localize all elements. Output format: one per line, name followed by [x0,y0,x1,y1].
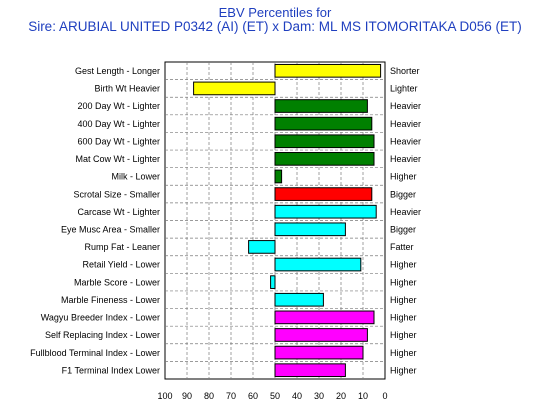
trait-label: 600 Day Wt - Lighter [77,136,160,146]
direction-label: Heavier [390,136,421,146]
direction-label: Higher [390,365,417,375]
x-tick-label: 100 [157,391,172,401]
direction-label: Higher [390,172,417,182]
direction-label: Higher [390,277,417,287]
x-tick-label: 50 [270,391,280,401]
direction-label: Bigger [390,225,416,235]
bar [274,292,324,307]
direction-label: Heavier [390,101,421,111]
chart-subtitle: Sire: ARUBIAL UNITED P0342 (AI) (ET) x D… [28,19,522,34]
x-tick-label: 80 [204,391,214,401]
bar [270,275,276,289]
x-axis-ticks: 100 90 80 70 60 50 40 30 20 10 0 [157,391,387,401]
x-tick-label: 40 [292,391,302,401]
x-tick-label: 60 [248,391,258,401]
trait-label: Marble Score - Lower [74,277,160,287]
bar [274,257,362,272]
trait-label: 200 Day Wt - Lighter [77,101,160,111]
bar [274,187,373,201]
bar [274,363,346,378]
direction-label: Heavier [390,119,421,129]
trait-label: Birth Wt Heavier [94,84,160,94]
trait-label: Rump Fat - Leaner [84,242,160,252]
left-labels: Gest Length - Longer Birth Wt Heavier 200 … [30,66,160,375]
trait-label: Gest Length - Longer [75,66,160,76]
chart-title: EBV Percentiles for [218,5,332,20]
bar [274,345,364,360]
bar [274,328,368,342]
direction-label: Higher [390,348,417,358]
trait-label: Wagyu Breeder Index - Lower [41,313,160,323]
trait-label: Eye Musc Area - Smaller [61,225,160,235]
x-tick-label: 10 [358,391,368,401]
direction-label: Heavier [390,207,421,217]
trait-label: Self Replacing Index - Lower [45,330,160,340]
direction-label: Heavier [390,154,421,164]
x-tick-label: 30 [314,391,324,401]
x-tick-label: 0 [382,391,387,401]
bar [248,240,276,254]
direction-label: Higher [390,260,417,270]
x-tick-label: 70 [226,391,236,401]
bar [274,99,368,113]
direction-label: Higher [390,295,417,305]
trait-label: Mat Cow Wt - Lighter [75,154,160,164]
direction-label: Higher [390,330,417,340]
bar [274,63,382,78]
trait-label: 400 Day Wt - Lighter [77,119,160,129]
bars [193,63,382,378]
x-tick-label: 20 [336,391,346,401]
x-tick-label: 90 [182,391,192,401]
bar [274,204,377,219]
direction-label: Lighter [390,84,418,94]
trait-label: Fullblood Terminal Index - Lower [30,348,160,358]
direction-label: Higher [390,313,417,323]
bar [193,81,276,96]
bar [274,310,375,325]
bar [274,222,346,237]
trait-label: Scrotal Size - Smaller [73,189,160,199]
bar [274,169,283,184]
right-labels: Shorter Lighter Heavier Heavier Heavier Heavi… [390,66,421,375]
bar [274,116,373,131]
bar [274,152,375,166]
trait-label: Retail Yield - Lower [82,260,160,270]
trait-label: Marble Fineness - Lower [61,295,160,305]
direction-label: Bigger [390,189,416,199]
bar [274,134,375,149]
trait-label: Milk - Lower [111,172,160,182]
trait-label: Carcase Wt - Lighter [77,207,160,217]
trait-label: F1 Terminal Index Lower [62,365,160,375]
direction-label: Fatter [390,242,414,252]
direction-label: Shorter [390,66,420,76]
grid-lines [165,62,385,379]
